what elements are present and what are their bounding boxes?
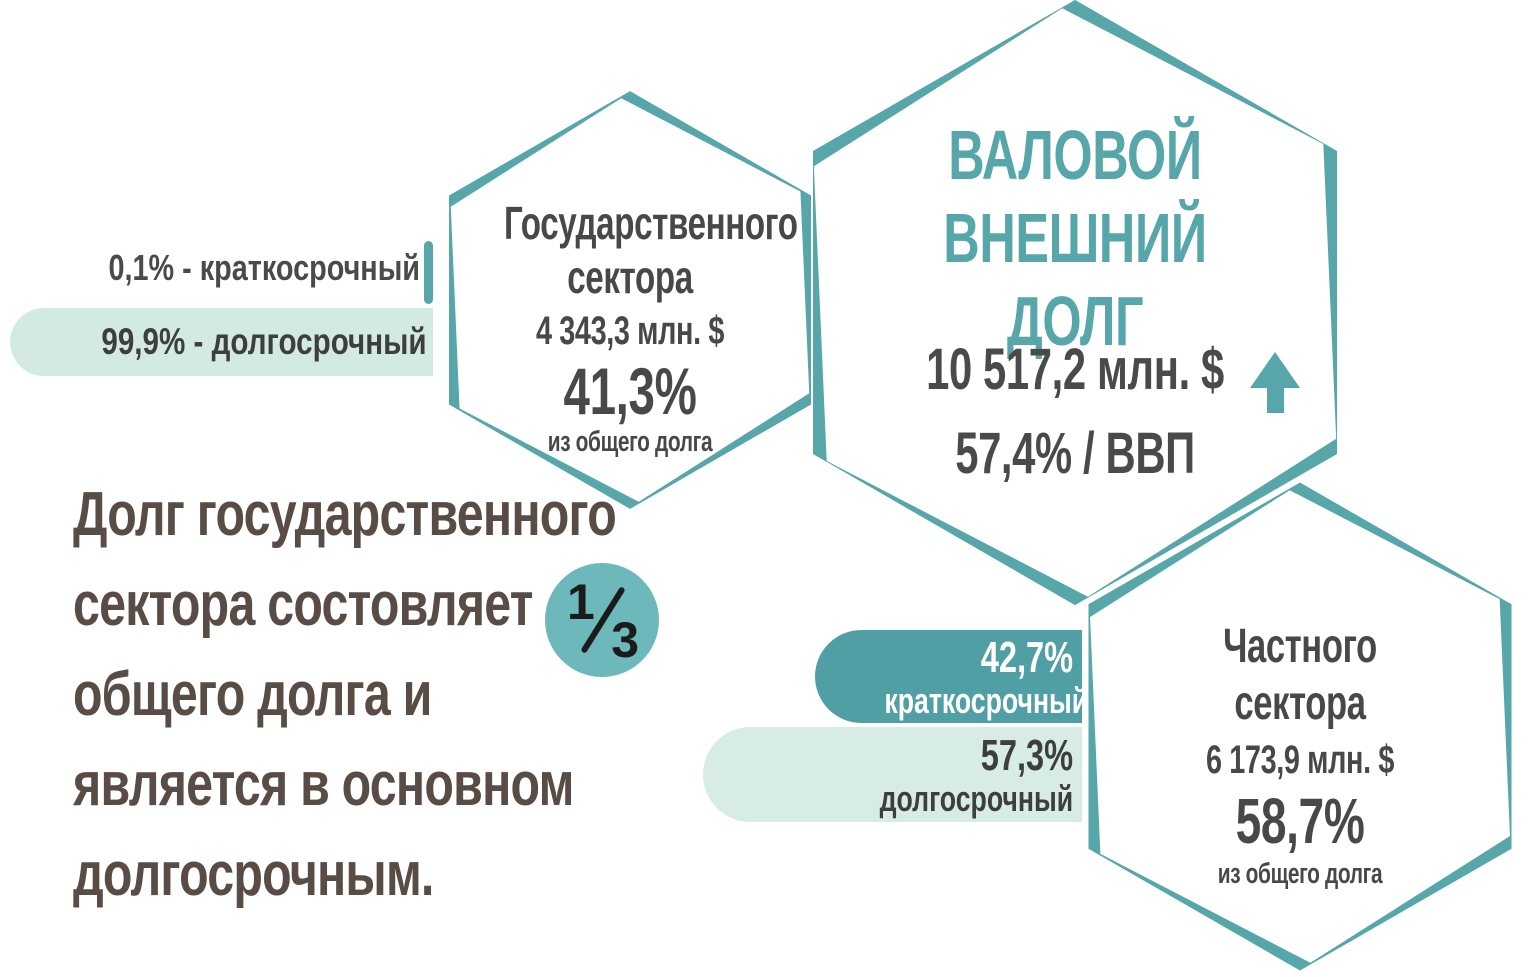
- government-hexagon-outline: [449, 91, 811, 509]
- arrow-up-head: [1250, 352, 1300, 388]
- private-long-term-pill: 57,3% долгосрочный: [703, 727, 1082, 822]
- government-short-term-row: 0,1% - краткосрочный: [0, 236, 420, 300]
- government-title-line2: сектора: [567, 251, 693, 303]
- private-debt-caption: из общего долга: [1217, 858, 1383, 890]
- paragraph-line4: является в основном: [73, 750, 574, 819]
- main-hexagon: [813, 0, 1337, 606]
- one-third-circle: 1 3: [545, 563, 659, 677]
- government-hexagon: [449, 91, 811, 509]
- main-hexagon-title: ВАЛОВОЙ ВНЕШНИЙ ДОЛГ: [820, 114, 1330, 363]
- private-hexagon-fill: [1090, 490, 1510, 963]
- government-long-term-label: 99,9% - долгосрочный: [101, 321, 427, 362]
- private-title: Частного сектора: [1223, 620, 1377, 730]
- arrow-up-stem: [1266, 388, 1284, 413]
- fraction-denominator: 3: [611, 612, 639, 668]
- private-debt-value: 6 173,9 млн. $: [1205, 738, 1395, 782]
- paragraph-line2: сектора состовляет: [73, 570, 533, 639]
- summary-paragraph: Долг государственного сектора состовляет…: [73, 470, 635, 920]
- paragraph-line3: общего долга и: [73, 660, 432, 729]
- government-title-line1: Государственного: [504, 197, 798, 249]
- government-hexagon-text: Государственного сектора 4 343,3 млн. $ …: [455, 196, 805, 464]
- total-debt-value: 10 517,2 млн. $: [926, 337, 1224, 402]
- fraction-numerator: 1: [567, 574, 595, 630]
- main-hexagon-outline: [813, 0, 1337, 606]
- main-title-line1: ВАЛОВОЙ: [948, 116, 1202, 194]
- main-hexagon-values: 10 517,2 млн. $ 57,4% / ВВП: [820, 328, 1330, 496]
- government-debt-percent: 41,3%: [563, 354, 697, 428]
- main-hexagon-fill: [813, 8, 1337, 597]
- private-long-term-percent: 57,3%: [980, 731, 1074, 780]
- private-hexagon-text: Частного сектора 6 173,9 млн. $ 58,7% из…: [1100, 618, 1500, 897]
- private-debt-percent: 58,7%: [1235, 785, 1365, 857]
- private-short-term-pill: 42,7% краткосрочный: [815, 630, 1089, 723]
- arrow-up-icon: [1250, 352, 1300, 413]
- paragraph-line5: долгосрочным.: [73, 840, 434, 909]
- government-short-term-label: 0,1% - краткосрочный: [108, 247, 421, 288]
- private-long-term-label: долгосрочный: [879, 778, 1074, 819]
- government-long-term-pill: 99,9% - долгосрочный: [10, 308, 433, 376]
- private-short-term-label: краткосрочный: [884, 680, 1089, 721]
- debt-to-gdp-ratio: 57,4% / ВВП: [955, 421, 1195, 486]
- main-title-line2: ВНЕШНИЙ ДОЛГ: [943, 199, 1207, 360]
- private-hexagon-outline: [1088, 482, 1512, 971]
- private-short-term-percent: 42,7%: [980, 633, 1074, 682]
- paragraph-line1: Долг государственного: [73, 480, 617, 549]
- government-short-term-bar: [424, 241, 433, 304]
- government-debt-value: 4 343,3 млн. $: [535, 309, 725, 353]
- private-hexagon: [1088, 482, 1512, 971]
- government-hexagon-fill: [450, 98, 810, 502]
- government-debt-caption: из общего долга: [547, 426, 713, 458]
